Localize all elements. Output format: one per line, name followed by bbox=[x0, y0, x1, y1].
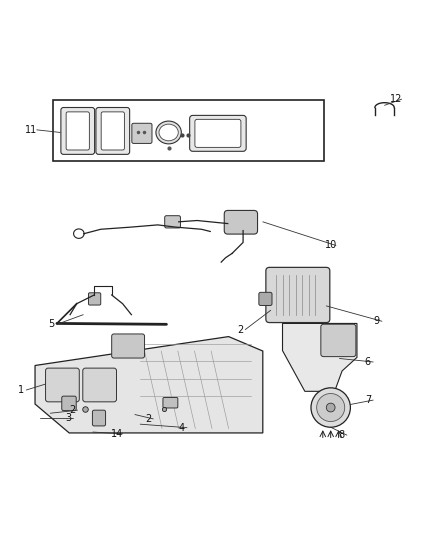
FancyBboxPatch shape bbox=[132, 123, 152, 143]
Text: 3: 3 bbox=[65, 413, 71, 423]
FancyBboxPatch shape bbox=[101, 112, 124, 150]
Text: 10: 10 bbox=[325, 240, 337, 251]
Circle shape bbox=[311, 388, 350, 427]
Text: 11: 11 bbox=[25, 125, 38, 135]
FancyBboxPatch shape bbox=[62, 396, 76, 410]
FancyBboxPatch shape bbox=[83, 368, 117, 402]
Circle shape bbox=[317, 393, 345, 422]
FancyBboxPatch shape bbox=[66, 112, 89, 150]
Text: 14: 14 bbox=[111, 429, 124, 439]
FancyBboxPatch shape bbox=[259, 292, 272, 305]
Text: 2: 2 bbox=[145, 414, 151, 424]
FancyBboxPatch shape bbox=[266, 268, 330, 322]
Polygon shape bbox=[283, 324, 357, 391]
FancyBboxPatch shape bbox=[88, 293, 101, 305]
Ellipse shape bbox=[159, 124, 178, 141]
Text: 8: 8 bbox=[339, 430, 345, 440]
Ellipse shape bbox=[156, 121, 181, 144]
Text: 9: 9 bbox=[374, 316, 380, 326]
Text: 7: 7 bbox=[365, 395, 371, 405]
Text: 1: 1 bbox=[18, 385, 24, 395]
FancyBboxPatch shape bbox=[61, 108, 95, 155]
Text: 4: 4 bbox=[179, 423, 185, 433]
Text: 2: 2 bbox=[69, 405, 75, 415]
FancyBboxPatch shape bbox=[195, 119, 241, 147]
FancyBboxPatch shape bbox=[224, 211, 258, 234]
FancyBboxPatch shape bbox=[163, 398, 178, 408]
FancyBboxPatch shape bbox=[321, 324, 356, 357]
FancyBboxPatch shape bbox=[112, 334, 145, 358]
FancyBboxPatch shape bbox=[46, 368, 79, 402]
FancyBboxPatch shape bbox=[92, 410, 106, 426]
Text: 6: 6 bbox=[365, 357, 371, 367]
Polygon shape bbox=[35, 336, 263, 433]
FancyBboxPatch shape bbox=[190, 115, 246, 151]
Text: 2: 2 bbox=[237, 325, 243, 335]
FancyBboxPatch shape bbox=[165, 216, 180, 228]
Text: 12: 12 bbox=[390, 94, 403, 104]
Bar bbox=[53, 100, 324, 161]
FancyBboxPatch shape bbox=[96, 108, 130, 155]
Text: 5: 5 bbox=[49, 319, 55, 329]
Circle shape bbox=[326, 403, 335, 412]
